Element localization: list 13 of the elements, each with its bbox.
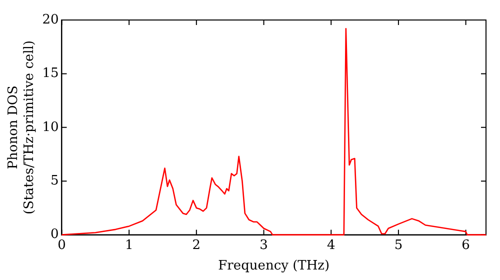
x-tick-label: 6 — [462, 238, 470, 253]
y-tick-label: 5 — [50, 173, 59, 188]
x-tick-label: 2 — [192, 238, 201, 253]
x-axis-title: Frequency (THz) — [218, 258, 330, 274]
y-axis-title: Phonon DOS (States/THz·primitive cell) — [6, 40, 37, 214]
y-tick-label: 15 — [42, 66, 59, 82]
x-tick-label: 4 — [326, 238, 336, 253]
x-tick-label: 3 — [260, 238, 268, 253]
y-tick-label: 10 — [42, 120, 59, 135]
x-tick-label: 5 — [394, 238, 403, 253]
y-tick-label: 20 — [42, 12, 59, 28]
y-tick-label: 0 — [50, 227, 59, 242]
x-tick-label: 1 — [124, 238, 134, 253]
